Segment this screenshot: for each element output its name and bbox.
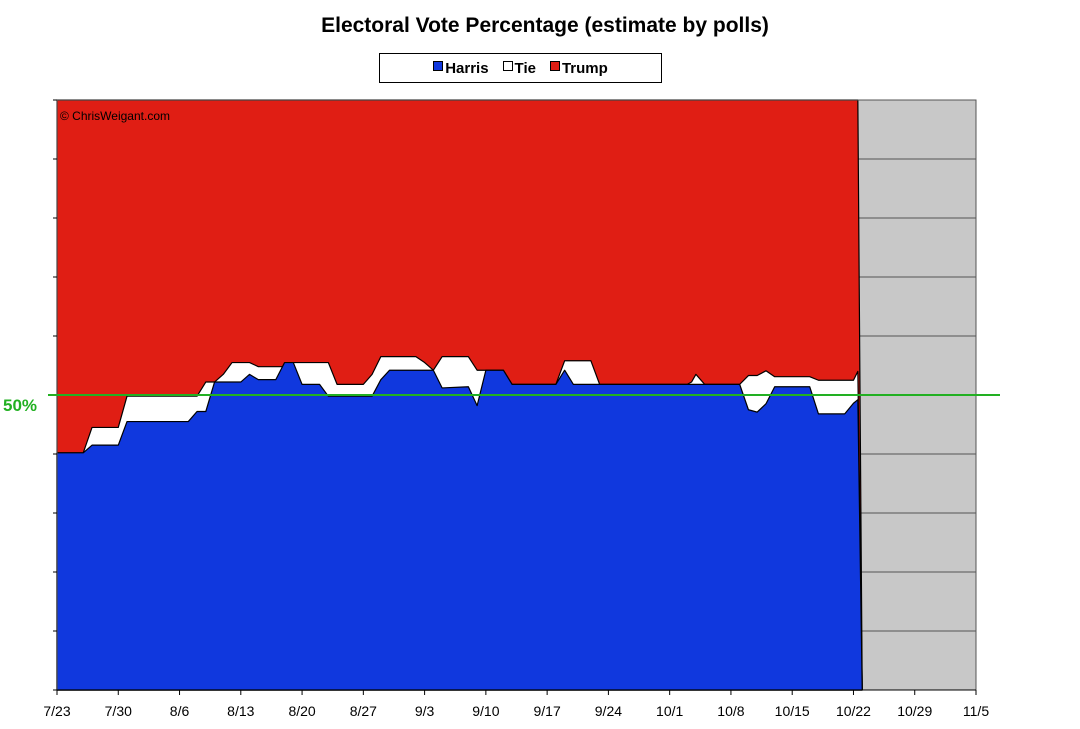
- x-tick-label-15: 11/5: [963, 703, 989, 719]
- legend-entry-tie: Tie: [502, 59, 536, 77]
- legend-swatch-tie: [502, 61, 513, 71]
- x-tick-label-8: 9/17: [534, 703, 561, 719]
- x-tick-label-7: 9/10: [472, 703, 499, 719]
- reference-line-label: 50%: [3, 396, 37, 415]
- x-tick-label-12: 10/15: [775, 703, 810, 719]
- legend-swatch-trump: [549, 61, 560, 71]
- watermark-text: © ChrisWeigant.com: [60, 109, 170, 123]
- legend-entry-harris: Harris: [433, 59, 489, 77]
- legend-label-harris: Harris: [445, 59, 489, 77]
- x-tick-label-3: 8/13: [227, 703, 254, 719]
- legend-entry-trump: Trump: [549, 59, 608, 77]
- x-tick-label-0: 7/23: [43, 703, 70, 719]
- chart-title: Electoral Vote Percentage (estimate by p…: [321, 14, 769, 37]
- legend-label-tie: Tie: [514, 59, 536, 77]
- x-tick-label-10: 10/1: [656, 703, 683, 719]
- x-tick-label-13: 10/22: [836, 703, 871, 719]
- x-tick-label-11: 10/8: [717, 703, 744, 719]
- x-tick-label-6: 9/3: [415, 703, 435, 719]
- area-harris: [56, 361, 863, 691]
- x-tick-label-5: 8/27: [350, 703, 377, 719]
- legend-label-trump: Trump: [561, 59, 608, 77]
- legend-swatch-harris: [433, 61, 444, 71]
- x-tick-label-14: 10/29: [897, 703, 932, 719]
- x-tick-label-4: 8/20: [288, 703, 315, 719]
- x-tick-label-9: 9/24: [595, 703, 622, 719]
- legend: Harris Tie Trump: [379, 53, 662, 83]
- x-tick-label-1: 7/30: [105, 703, 132, 719]
- x-tick-label-2: 8/6: [170, 703, 190, 719]
